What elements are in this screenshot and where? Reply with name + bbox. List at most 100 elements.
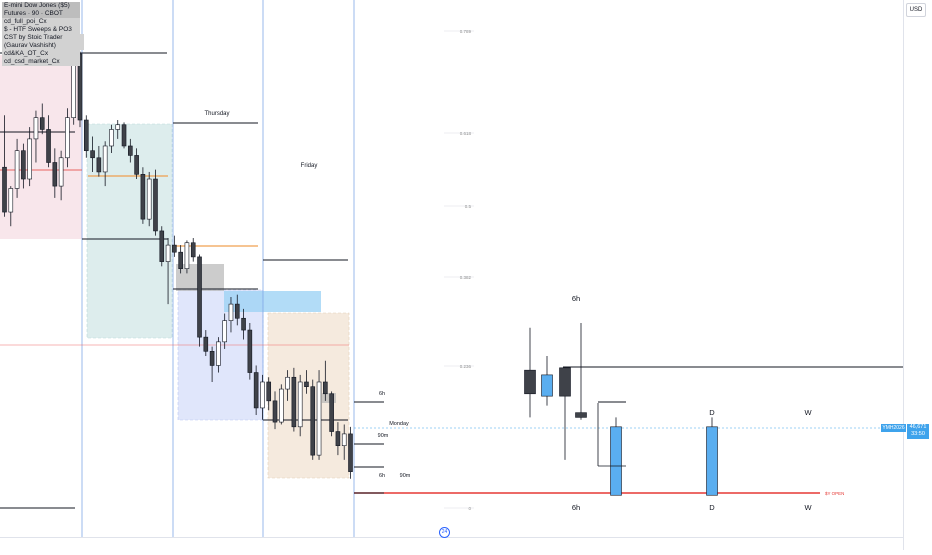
candle-body (234, 303, 240, 319)
candle-body (285, 376, 290, 390)
candle-body (348, 433, 353, 472)
po3-zone-blue (86, 123, 173, 339)
candle-body (102, 145, 108, 173)
label-friday: Friday (301, 163, 318, 169)
label-w-bottom: W (804, 503, 812, 512)
htf-candle-body (524, 369, 536, 395)
candle-body (335, 431, 341, 447)
candle-body (316, 381, 322, 456)
candle-body (266, 381, 272, 402)
label-d-top: D (709, 408, 715, 417)
label-90m-mid: 90m (400, 473, 411, 479)
fib-label: 0.789 (460, 29, 472, 34)
indicator-full-poi[interactable]: cd_full_poi_Cx (2, 18, 80, 26)
htf-candle-body (559, 367, 571, 397)
fib-label: 0.618 (460, 131, 472, 136)
current-price-label: 46,671 33:50 (907, 424, 929, 439)
label-6h-mid: 6h (379, 473, 385, 479)
fvg-lightblue (224, 291, 321, 312)
candle-body (190, 242, 196, 258)
candle-body (216, 341, 221, 366)
candle-body (253, 372, 259, 409)
bar-countdown: 33:50 (911, 431, 925, 437)
candle-body (310, 386, 316, 456)
candle-body (341, 433, 347, 446)
candle-body (46, 129, 51, 163)
candle-body (109, 129, 114, 147)
candle-body (247, 329, 253, 373)
candle-body (65, 117, 70, 159)
symbol-title[interactable]: E-mini Dow Jones ($5) Futures · 90 · CBO… (2, 2, 80, 18)
price-axis[interactable] (903, 0, 932, 550)
candle-body (260, 381, 265, 409)
htf-candle-body (575, 412, 587, 418)
candle-body (27, 138, 32, 180)
candle-body (241, 317, 246, 331)
candle-body (121, 124, 127, 147)
candle-body (203, 336, 209, 352)
candle-body (228, 303, 234, 321)
indicator-csd-market[interactable]: cd_csd_market_Cx (2, 58, 80, 66)
current-price-value: 46,671 (909, 424, 927, 430)
fvg-gray-small (322, 393, 336, 403)
fib-label: 0.382 (460, 275, 472, 280)
timezone-badge[interactable]: 24 (439, 527, 450, 538)
candle-body (197, 256, 202, 338)
candle-body (165, 244, 171, 262)
candle-body (58, 157, 64, 187)
label-6h-bottom: 6h (572, 503, 580, 512)
label-weekly-open: $Y OPEN (825, 491, 844, 496)
candle-body (83, 119, 89, 151)
time-axis[interactable] (0, 537, 903, 551)
candle-body (323, 381, 328, 395)
candle-body (159, 230, 165, 262)
candle-body (21, 150, 26, 180)
ticker-tag: YMH2026 (881, 424, 906, 432)
fib-label: 0.236 (460, 364, 472, 369)
label-w-top: W (804, 408, 812, 417)
candle-body (90, 150, 95, 159)
label-6h-top: 6h (572, 294, 580, 303)
candle-body (115, 124, 121, 130)
candle-body (291, 376, 297, 428)
label-monday: Monday (389, 421, 409, 427)
candle-body (178, 251, 183, 269)
label-d-bottom: D (709, 503, 715, 512)
candle-body (128, 145, 133, 156)
candle-body (8, 188, 14, 213)
candle-body (153, 178, 158, 232)
candle-body (304, 381, 309, 388)
label-thursday: Thursday (204, 111, 229, 117)
candle-body (140, 174, 146, 220)
candle-body (52, 162, 58, 187)
candle-body (184, 242, 190, 270)
indicator-ka-ot[interactable]: cd&KA_OT_Cx (2, 50, 80, 58)
candle-body (146, 178, 152, 220)
fib-label: 0 (468, 506, 471, 511)
candle-body (272, 400, 278, 423)
candle-body (134, 155, 139, 175)
candle-body (329, 393, 334, 432)
currency-button[interactable]: USD (906, 3, 926, 17)
candle-body (278, 388, 284, 423)
chart-legend: E-mini Dow Jones ($5) Futures · 90 · CBO… (2, 2, 84, 66)
candle-body (209, 350, 215, 366)
label-6h-small: 6h (379, 391, 385, 397)
label-90m: 90m (378, 433, 389, 439)
candle-body (172, 244, 177, 253)
candle-body (2, 166, 7, 213)
candle-body (14, 150, 20, 189)
candle-body (33, 117, 39, 140)
fib-label: 0.5 (465, 204, 472, 209)
htf-candle-body (610, 426, 622, 496)
candle-body (297, 381, 303, 428)
htf-candle-body (706, 426, 718, 496)
indicator-cst[interactable]: CST by Stoic Trader (Gaurav Vashisht) (2, 34, 84, 50)
candle-body (222, 320, 227, 343)
indicator-htf-sweeps[interactable]: $ - HTF Sweeps & PO3 (2, 26, 80, 34)
candle-body (39, 117, 45, 130)
candle-body (96, 157, 102, 173)
htf-candle-body (541, 374, 553, 397)
